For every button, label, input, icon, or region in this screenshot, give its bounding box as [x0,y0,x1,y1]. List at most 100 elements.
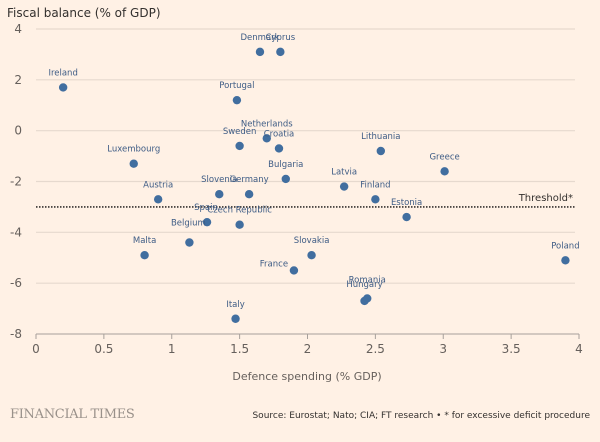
point-marker[interactable] [235,220,244,229]
data-point-belgium[interactable]: Belgium [171,219,206,247]
point-label: Portugal [219,81,254,91]
point-label: Romania [349,275,386,285]
x-tick-label: 1.5 [230,342,249,356]
point-label: Belgium [171,219,206,229]
point-marker[interactable] [185,238,194,247]
x-axis: 0 0.5 1 1.5 2 2.5 3 3.5 4 [32,333,583,356]
point-marker[interactable] [402,212,411,222]
data-point-italy[interactable]: Italy [226,300,245,323]
point-label: Ireland [48,68,77,78]
point-marker[interactable] [262,134,271,143]
point-marker[interactable] [289,266,299,275]
y-tick-label: -6 [10,276,22,290]
point-label: Austria [143,180,173,190]
data-point-portugal[interactable]: Portugal [219,81,255,105]
data-point-lithuania[interactable]: Lithuania [361,132,400,156]
data-point-cyprus[interactable]: Cyprus [266,33,296,57]
point-label: Estonia [391,198,422,208]
data-point-denmark[interactable]: Denmark [240,33,280,57]
x-tick-label: 2.5 [366,342,385,356]
data-point-luxembourg[interactable]: Luxembourg [107,145,160,168]
point-marker[interactable] [153,195,163,204]
point-label: Cyprus [266,33,296,43]
data-point-austria[interactable]: Austria [143,180,173,204]
point-label: Sweden [223,127,257,137]
y-tick-label: -2 [10,175,22,189]
point-label: Greece [429,152,459,162]
data-point-spain[interactable]: Spain [194,203,218,227]
point-marker[interactable] [235,141,244,151]
point-marker[interactable] [307,251,316,260]
point-marker[interactable] [276,47,285,57]
x-tick-label: 2 [304,342,312,356]
data-point-estonia[interactable]: Estonia [391,198,422,222]
y-tick-label: -8 [10,327,22,341]
source-note: Source: Eurostat; Nato; CIA; FT research… [252,411,590,421]
x-axis-title: Defence spending (% GDP) [232,370,381,383]
y-tick-label: 0 [14,124,22,138]
point-label: Lithuania [361,132,400,142]
x-tick-label: 0.5 [94,342,113,356]
point-marker[interactable] [232,95,242,105]
data-point-ireland[interactable]: Ireland [48,68,78,92]
point-label: Germany [230,175,269,185]
data-point-malta[interactable]: Malta [133,236,156,260]
data-point-poland[interactable]: Poland [551,241,580,265]
data-point-latvia[interactable]: Latvia [331,168,357,191]
point-marker[interactable] [58,83,68,92]
point-marker[interactable] [376,146,386,156]
ft-logo: FINANCIAL TIMES [10,407,135,422]
data-point-sweden[interactable]: Sweden [223,127,257,151]
point-label: Finland [360,180,390,190]
point-marker[interactable] [339,182,349,191]
data-point-slovakia[interactable]: Slovakia [294,236,330,260]
point-marker[interactable] [255,47,265,57]
point-marker[interactable] [371,195,380,204]
point-marker[interactable] [129,159,138,168]
point-label: Denmark [240,33,279,43]
gridlines [36,28,575,284]
point-label: Slovakia [294,236,330,246]
point-marker[interactable] [360,296,369,306]
data-point-bulgaria[interactable]: Bulgaria [268,160,303,184]
data-point-finland[interactable]: Finland [360,180,391,204]
point-label: Croatia [264,129,295,139]
data-point-slovenia[interactable]: Slovenia [201,175,237,199]
threshold-line-group: Threshold* [36,193,575,208]
x-tick-label: 0 [32,342,40,356]
point-label: Czech Republic [207,206,272,216]
point-marker[interactable] [244,190,254,199]
point-label: Poland [551,241,579,251]
data-point-france[interactable]: France [260,259,299,275]
point-marker[interactable] [440,167,449,176]
y-tick-label: 2 [14,73,22,87]
data-point-croatia[interactable]: Croatia [264,129,295,153]
point-marker[interactable] [281,174,290,184]
point-label: Malta [133,236,156,246]
point-marker[interactable] [561,256,570,265]
point-marker[interactable] [274,144,284,153]
data-point-greece[interactable]: Greece [429,152,460,176]
x-tick-label: 3.5 [502,342,521,356]
y-tick-label: 4 [14,22,22,36]
point-marker[interactable] [140,251,149,260]
x-tick-label: 3 [439,342,447,356]
threshold-label: Threshold* [518,193,573,204]
point-marker[interactable] [215,190,224,199]
y-axis-title: Fiscal balance (% of GDP) [7,6,161,20]
point-label: Hungary [346,280,382,290]
point-marker[interactable] [202,217,212,227]
point-label: Italy [226,300,244,310]
y-tick-labels: 4 2 0 -2 -4 -6 -8 [10,22,22,341]
data-point-germany[interactable]: Germany [230,175,269,199]
data-point-czech-republic[interactable]: Czech Republic [207,206,272,229]
point-label: Netherlands [241,119,293,129]
y-tick-label: -4 [10,225,22,239]
data-point-hungary[interactable]: Hungary [346,280,383,306]
point-marker[interactable] [231,314,240,323]
data-point-netherlands[interactable]: Netherlands [241,119,293,143]
point-label: Slovenia [201,175,237,185]
point-label: Latvia [331,168,357,178]
data-points: IrelandDenmarkCyprusPortugalNetherlandsS… [48,33,580,323]
